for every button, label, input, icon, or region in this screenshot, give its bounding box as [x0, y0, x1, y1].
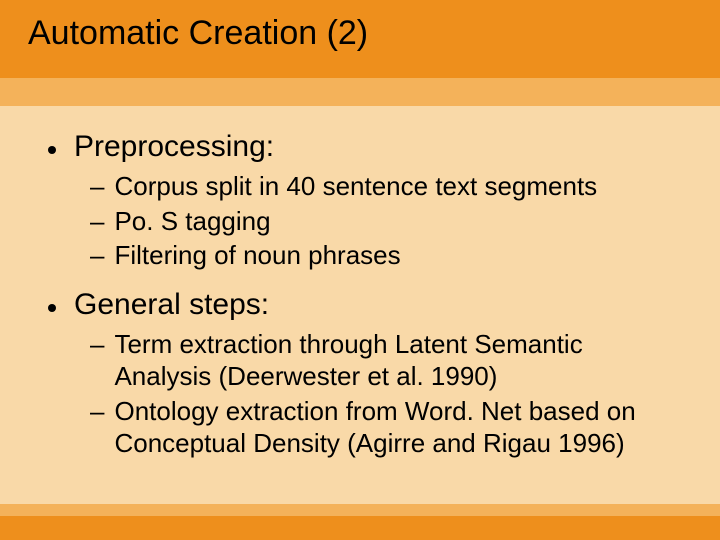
slide-title: Automatic Creation (2) [28, 14, 720, 53]
section-heading-text: Preprocessing: [74, 130, 274, 164]
list-item: – Ontology extraction from Word. Net bas… [90, 395, 672, 460]
section-heading: General steps: [48, 288, 672, 322]
section-heading-text: General steps: [74, 288, 269, 322]
dash-icon: – [90, 170, 104, 203]
list-item-text: Ontology extraction from Word. Net based… [114, 395, 672, 460]
dash-icon: – [90, 239, 104, 272]
dash-icon: – [90, 328, 104, 361]
section-heading: Preprocessing: [48, 130, 672, 164]
title-band: Automatic Creation (2) [0, 0, 720, 78]
list-item-text: Filtering of noun phrases [114, 239, 400, 272]
bullet-dot-icon [48, 304, 56, 312]
list-item-text: Term extraction through Latent Semantic … [114, 328, 672, 393]
slide-content: Preprocessing: – Corpus split in 40 sent… [0, 106, 720, 460]
dash-icon: – [90, 395, 104, 428]
list-item-text: Po. S tagging [114, 205, 270, 238]
list-item: – Term extraction through Latent Semanti… [90, 328, 672, 393]
bullet-dot-icon [48, 146, 56, 154]
list-item-text: Corpus split in 40 sentence text segment… [114, 170, 597, 203]
list-item: – Corpus split in 40 sentence text segme… [90, 170, 672, 203]
list-item: – Po. S tagging [90, 205, 672, 238]
dash-icon: – [90, 205, 104, 238]
list-item: – Filtering of noun phrases [90, 239, 672, 272]
footer-band [0, 516, 720, 540]
title-sub-band [0, 78, 720, 106]
